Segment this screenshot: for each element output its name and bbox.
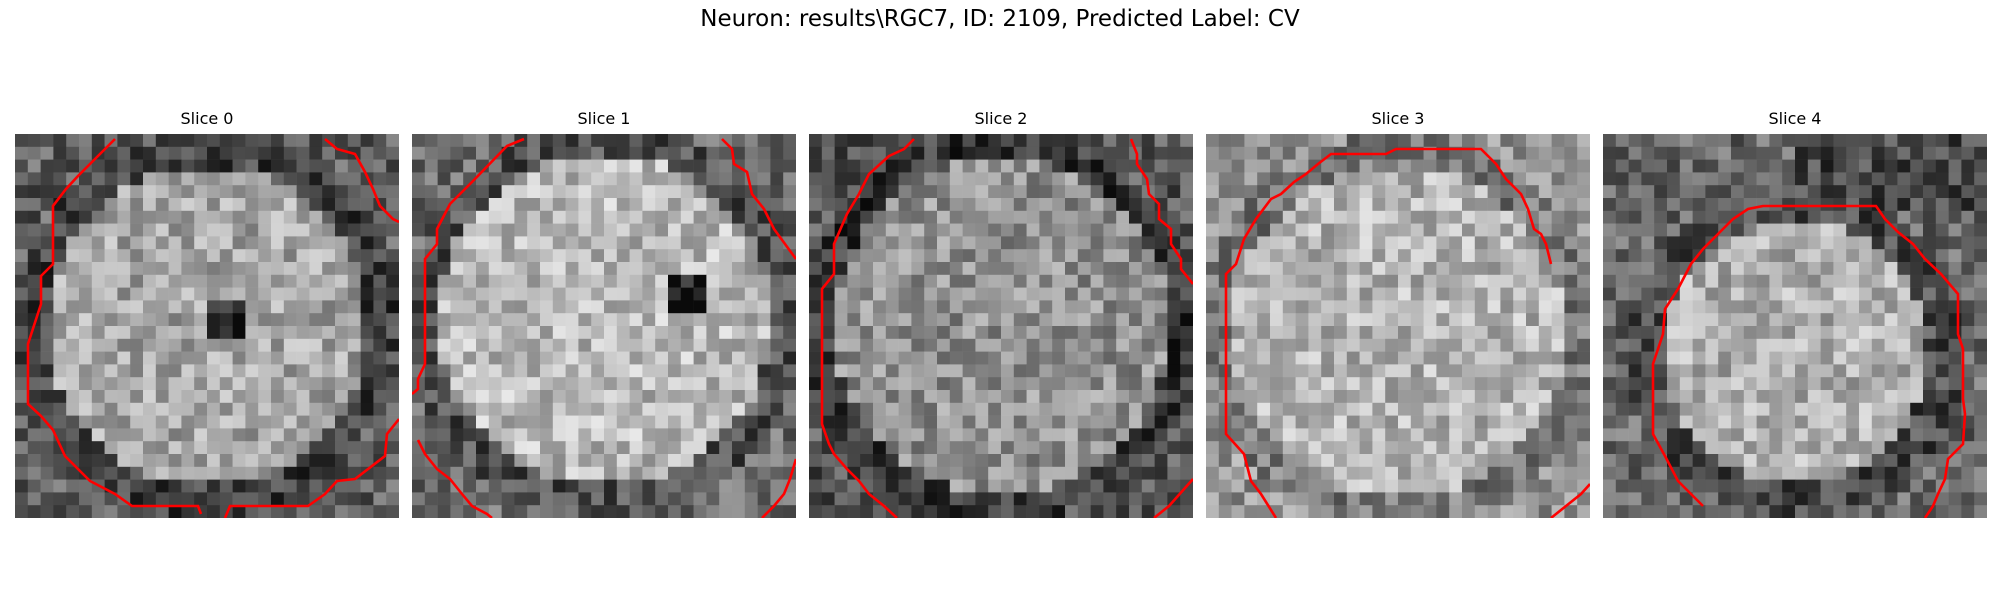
figure-title: Neuron: results\RGC7, ID: 2109, Predicte… [700, 6, 1300, 32]
contour-2 [820, 138, 1193, 518]
pixel-grid-2 [809, 134, 1193, 518]
slice-panel-3: Slice 3 [1206, 108, 1590, 518]
pixel-grid-3 [1206, 134, 1590, 518]
slice-title-1: Slice 1 [577, 109, 631, 128]
slice-image-2 [809, 134, 1193, 518]
slice-title-2: Slice 2 [974, 109, 1028, 128]
pixel-grid-4 [1603, 134, 1987, 518]
contour-1 [412, 137, 796, 518]
slice-title-0: Slice 0 [180, 109, 234, 128]
slice-title-3: Slice 3 [1371, 109, 1425, 128]
pixel-grid-1 [412, 134, 796, 518]
contour-0 [26, 138, 399, 518]
slice-image-1 [412, 134, 796, 518]
slice-panel-4: Slice 4 [1603, 108, 1987, 518]
pixel-grid-0 [15, 134, 399, 518]
contour-4 [1651, 204, 1967, 518]
slice-panel-2: Slice 2 [809, 108, 1193, 518]
slice-image-4 [1603, 134, 1987, 518]
slice-title-4: Slice 4 [1768, 109, 1822, 128]
slice-image-3 [1206, 134, 1590, 518]
slice-panel-1: Slice 1 [412, 108, 796, 518]
slice-image-0 [15, 134, 399, 518]
contour-3 [1224, 147, 1590, 518]
slice-panel-0: Slice 0 [15, 108, 399, 518]
